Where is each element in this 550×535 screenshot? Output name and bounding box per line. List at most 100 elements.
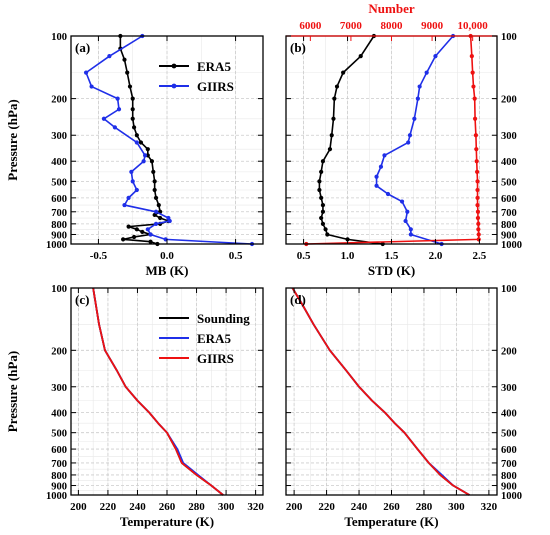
- y-tick-label: 800: [501, 220, 517, 231]
- data-point: [112, 125, 117, 130]
- data-point: [475, 195, 480, 200]
- data-point: [341, 70, 346, 75]
- data-point: [151, 169, 156, 174]
- y-tick-label: 100: [51, 32, 67, 43]
- data-point: [131, 125, 137, 130]
- y-tick-label: 600: [501, 445, 517, 456]
- data-point: [134, 140, 139, 145]
- data-point: [153, 209, 159, 214]
- data-point: [89, 84, 94, 89]
- data-point: [408, 232, 413, 237]
- y-tick-label: 1000: [501, 240, 522, 251]
- series-line-giirs: [92, 287, 224, 496]
- panel-c: 200 220 240 260 280 300 320 100 200 300 400 500 600 7…: [5, 284, 264, 529]
- x-tick-label: 260: [159, 501, 176, 513]
- data-point: [130, 116, 135, 121]
- y-tick-label: 600: [51, 194, 67, 205]
- data-point: [115, 96, 120, 101]
- data-point: [358, 54, 363, 59]
- data-point: [130, 107, 135, 112]
- data-point: [122, 57, 127, 62]
- panel-b: 0.5 1.0 1.5 2.0 2.5 6000 7000 8000 9000 10,000 Num…: [285, 1, 522, 278]
- x-tick-label: 240: [351, 501, 368, 513]
- y-tick-label: 900: [51, 482, 67, 493]
- y-tick-label: 400: [501, 157, 517, 168]
- data-point: [475, 179, 480, 184]
- legend: ERA5 GIIRS: [159, 59, 234, 94]
- data-point: [474, 159, 479, 164]
- data-point: [334, 84, 340, 89]
- series-group: [304, 33, 481, 247]
- x-tick-label: 220: [318, 501, 335, 513]
- x-tick-label: 2.0: [429, 250, 443, 262]
- data-point: [475, 215, 481, 221]
- y-tick-label: 900: [501, 230, 517, 241]
- data-point: [320, 209, 326, 214]
- data-point: [149, 159, 155, 164]
- y-tick-label: 300: [501, 131, 517, 142]
- data-point: [323, 227, 328, 232]
- x-tick-label: 240: [129, 501, 146, 513]
- data-point: [130, 179, 135, 184]
- data-point: [405, 209, 410, 214]
- data-point: [415, 96, 420, 101]
- y-tick-label: 100: [501, 32, 517, 43]
- data-point: [83, 70, 89, 75]
- y-tick-label: 200: [501, 346, 517, 357]
- y-tick-label: 400: [51, 157, 67, 168]
- x-tick-label: 1.5: [385, 250, 399, 262]
- data-point: [127, 84, 133, 89]
- data-point: [472, 96, 477, 101]
- data-point: [476, 221, 481, 226]
- y-tick-label: 200: [51, 346, 67, 357]
- data-point: [130, 96, 135, 101]
- y-tick-label: 400: [501, 409, 517, 420]
- top-x-tick-label: 7000: [340, 20, 363, 32]
- x-tick-label: 320: [247, 501, 264, 513]
- series-line-s1: [375, 35, 454, 245]
- data-point: [325, 232, 330, 237]
- x-tick-label: -0.5: [90, 250, 108, 262]
- y-tick-label: 300: [51, 383, 67, 394]
- data-point: [152, 179, 157, 184]
- data-point: [385, 191, 391, 197]
- data-point: [408, 227, 413, 232]
- panel-label: (d): [290, 292, 306, 307]
- x-tick-label: 280: [416, 501, 433, 513]
- data-point: [424, 70, 429, 75]
- panel-d: 200 220 240 260 280 300 320 100 200 300 400 500 600 7…: [285, 284, 522, 529]
- data-point: [378, 164, 384, 169]
- data-point: [475, 187, 480, 193]
- x-tick-label: 320: [481, 501, 498, 513]
- data-point: [142, 153, 148, 158]
- y-tick-label: 1000: [46, 491, 67, 502]
- data-point: [158, 215, 163, 221]
- y-tick-label: 600: [501, 194, 517, 205]
- top-x-tick-label: 10,000: [458, 20, 489, 32]
- x-tick-label: 2.5: [473, 250, 487, 262]
- x-tick-label: 300: [448, 501, 465, 513]
- data-point: [412, 116, 417, 121]
- y-axis-title: Pressure (hPa): [5, 99, 20, 180]
- x-axis-title: Temperature (K): [344, 514, 438, 529]
- data-point: [407, 133, 413, 138]
- top-x-tick-label: 9000: [421, 20, 444, 32]
- legend-label: ERA5: [197, 331, 231, 346]
- data-point: [145, 227, 150, 232]
- data-point: [319, 195, 324, 200]
- data-point: [126, 224, 131, 229]
- legend-label: GIIRS: [197, 79, 234, 94]
- data-point: [471, 84, 476, 89]
- y-tick-label: 100: [51, 284, 67, 295]
- data-point: [476, 227, 481, 232]
- data-point: [472, 116, 478, 121]
- data-point: [320, 159, 326, 164]
- y-tick-label: 300: [51, 131, 67, 142]
- data-point: [153, 195, 159, 200]
- data-point: [374, 183, 379, 188]
- data-point: [107, 54, 112, 59]
- data-point: [327, 147, 333, 152]
- data-point: [140, 229, 145, 235]
- x-tick-label: 200: [70, 501, 87, 513]
- y-tick-label: 500: [501, 177, 517, 188]
